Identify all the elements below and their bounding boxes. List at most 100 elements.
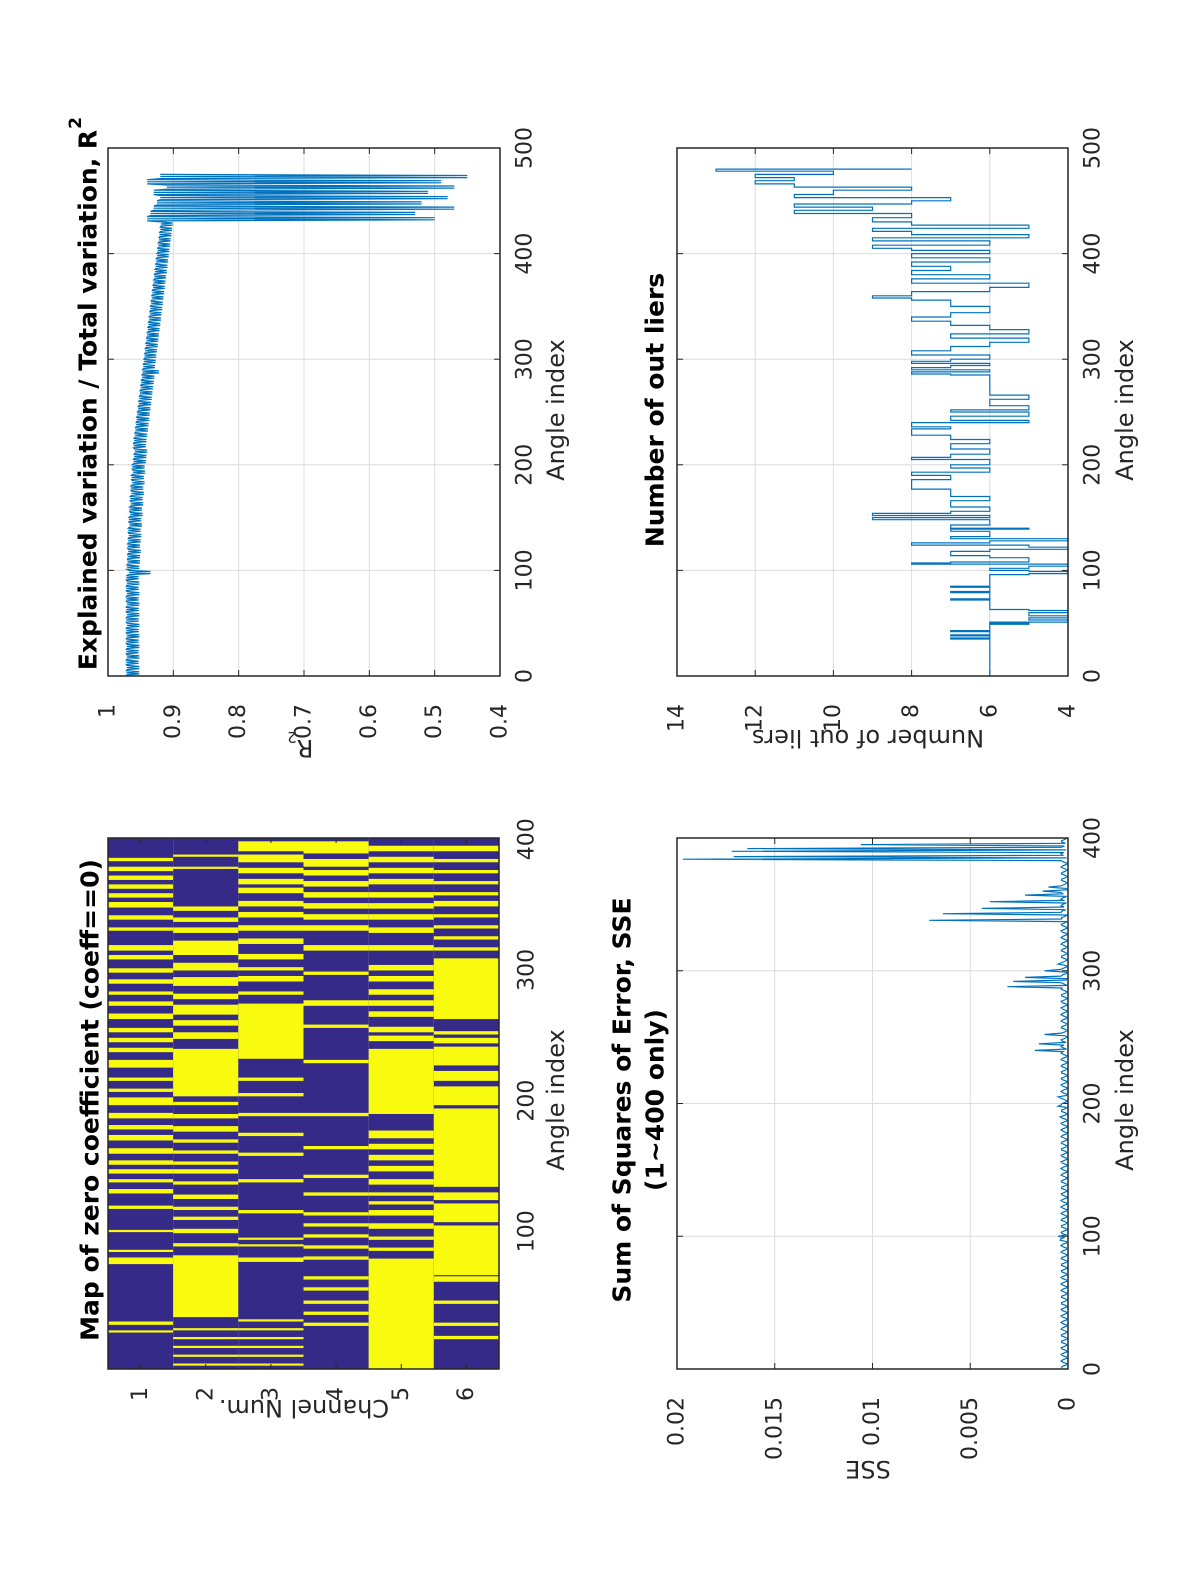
- heatmap-channel-tick-label: 3: [258, 1387, 283, 1401]
- heatmap-channel-tick-label: 4: [324, 1387, 349, 1401]
- heatmap-zero-cell: [368, 914, 434, 920]
- heatmap-zero-cell: [368, 1000, 434, 1006]
- outliers-y-tick-label: 12: [743, 704, 768, 732]
- heatmap-zero-cell: [108, 1189, 174, 1194]
- outliers-frame: [676, 147, 1069, 677]
- heatmap-zero-cell: [303, 1300, 369, 1304]
- outliers-y-tick-label: 14: [665, 704, 690, 732]
- heatmap-zero-cell: [433, 1203, 499, 1223]
- heatmap-frame: [107, 837, 500, 1370]
- heatmap-zero-cell: [173, 866, 239, 869]
- heatmap-zero-cell: [173, 1354, 239, 1357]
- heatmap-zero-cell: [173, 1169, 239, 1174]
- heatmap-zero-cell: [108, 893, 174, 898]
- heatmap-zero-cell: [108, 1097, 174, 1106]
- heatmap-zero-cell: [173, 906, 239, 911]
- heatmap-zero-cell: [368, 1011, 434, 1017]
- heatmap-zero-cell: [368, 856, 434, 863]
- r2-frame: [107, 147, 501, 677]
- heatmap-zero-cell: [108, 1160, 174, 1165]
- heatmap-zero-cell: [303, 1245, 369, 1249]
- heatmap-zero-cell: [433, 1322, 499, 1326]
- outliers-x-tick-label: 500: [1081, 127, 1106, 169]
- heatmap-zero-cell: [368, 1258, 434, 1369]
- heatmap-zero-cell: [303, 903, 369, 909]
- heatmap-zero-cell: [303, 1024, 369, 1028]
- r2-y-tick-label: 0.5: [422, 704, 447, 739]
- heatmap-zero-cell: [368, 1179, 434, 1185]
- heatmap-zero-cell: [433, 1276, 499, 1282]
- heatmap-zero-cell: [303, 841, 369, 854]
- heatmap-zero-cell: [173, 1328, 239, 1331]
- sse-y-tick-label: 0.01: [860, 1397, 885, 1446]
- heatmap-zero-cell: [303, 1234, 369, 1238]
- heatmap-zero-cell: [173, 854, 239, 857]
- heatmap-zero-cell: [108, 915, 174, 920]
- r2-x-tick-label: 500: [513, 127, 538, 169]
- heatmap-zero-cell: [303, 1256, 369, 1260]
- heatmap-zero-cell: [173, 1126, 239, 1132]
- sse-title: Sum of Squares of Error, SSE: [608, 897, 637, 1302]
- heatmap-zero-cell: [173, 1150, 239, 1154]
- heatmap-zero-cell: [433, 958, 499, 1020]
- heatmap-zero-cell: [368, 945, 434, 951]
- heatmap-zero-cell: [173, 962, 239, 971]
- heatmap-zero-cell: [433, 1037, 499, 1044]
- heatmap-zero-cell: [173, 993, 239, 1000]
- heatmap-zero-cell: [238, 900, 304, 907]
- heatmap-channel-tick-label: 2: [193, 1387, 218, 1401]
- heatmap-zero-cell: [108, 955, 174, 960]
- heatmap-zero-cell: [108, 1059, 174, 1068]
- heatmap-zero-cell: [173, 1020, 239, 1026]
- r2-x-tick-label: 0: [513, 669, 538, 683]
- sse-title-line2: (1~400 only): [641, 1009, 670, 1191]
- heatmap-zero-cell: [108, 1047, 174, 1053]
- heatmap-zero-cell: [238, 938, 304, 944]
- heatmap-zero-cell: [108, 979, 174, 984]
- heatmap-zero-cell: [238, 975, 304, 982]
- heatmap-zero-cell: [368, 1143, 434, 1150]
- heatmap-zero-cell: [303, 945, 369, 951]
- heatmap-zero-cell: [238, 841, 304, 852]
- heatmap-ylabel: Channel Num.: [219, 1394, 389, 1422]
- heatmap-zero-cell: [173, 1255, 239, 1318]
- r2-y-tick-label: 0.7: [292, 704, 317, 739]
- heatmap-zero-cell: [108, 1205, 174, 1209]
- heatmap-zero-cell: [108, 1027, 174, 1033]
- heatmap-zero-cell: [173, 977, 239, 986]
- heatmap-xlabel: Angle index: [542, 1029, 570, 1171]
- heatmap-zero-cell: [303, 1311, 369, 1315]
- heatmap-zero-cell: [238, 1328, 304, 1331]
- heatmap-zero-cell: [108, 884, 174, 889]
- heatmap-zero-cell: [303, 971, 369, 975]
- outliers-x-tick-label: 200: [1081, 444, 1106, 486]
- heatmap-zero-cell: [238, 1152, 304, 1156]
- heatmap-zero-cell: [303, 881, 369, 887]
- r2-y-tick-label: 0.9: [161, 704, 186, 739]
- r2-y-tick-label: 0.8: [226, 704, 251, 739]
- heatmap-zero-cell: [368, 1165, 434, 1172]
- heatmap-zero-cell: [303, 925, 369, 931]
- sse-x-tick-label: 0: [1081, 1362, 1106, 1376]
- heatmap-zero-cell: [433, 1192, 499, 1201]
- heatmap-zero-cell: [173, 1181, 239, 1185]
- outliers-ylabel: Number of out liers: [752, 724, 984, 752]
- sse-x-tick-label: 200: [1081, 1083, 1106, 1125]
- outliers-x-tick-label: 300: [1081, 338, 1106, 380]
- outliers-y-tick-label: 8: [899, 704, 924, 718]
- r2-title: Explained variation / Total variation, R: [74, 130, 103, 670]
- heatmap-zero-cell: [173, 1101, 239, 1106]
- heatmap-zero-cell: [173, 1113, 239, 1119]
- heatmap-zero-cell: [368, 1192, 434, 1196]
- heatmap-zero-cell: [238, 967, 304, 971]
- r2-x-tick-label: 100: [513, 549, 538, 591]
- heatmap-zero-cell: [238, 1003, 304, 1059]
- heatmap-zero-cell: [303, 1146, 369, 1150]
- heatmap-zero-cell: [433, 1225, 499, 1276]
- heatmap-zero-cell: [108, 902, 174, 908]
- heatmap-zero-cell: [368, 1035, 434, 1042]
- r2-series-line: [124, 173, 468, 676]
- heatmap-zero-cell: [108, 1330, 174, 1333]
- heatmap-angle-tick-label: 200: [515, 1080, 540, 1122]
